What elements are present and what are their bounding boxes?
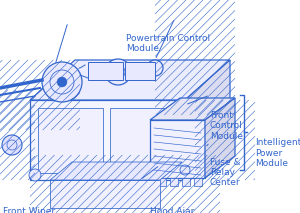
Bar bbox=[125, 62, 155, 80]
Circle shape bbox=[105, 59, 131, 85]
Polygon shape bbox=[50, 162, 182, 180]
Bar bbox=[88, 62, 123, 80]
Text: Powertrain Control
Module: Powertrain Control Module bbox=[126, 34, 210, 53]
Circle shape bbox=[180, 165, 190, 175]
Circle shape bbox=[80, 165, 90, 175]
Text: Front Wiper
Motor
Connector: Front Wiper Motor Connector bbox=[3, 207, 55, 213]
Circle shape bbox=[42, 62, 82, 102]
Polygon shape bbox=[205, 98, 235, 178]
Circle shape bbox=[57, 77, 67, 87]
Circle shape bbox=[29, 169, 41, 181]
Circle shape bbox=[147, 60, 163, 76]
Bar bbox=[110, 108, 178, 173]
Bar bbox=[30, 100, 185, 180]
Bar bbox=[170, 178, 178, 186]
Polygon shape bbox=[30, 60, 230, 100]
Bar bbox=[150, 120, 205, 178]
Bar bbox=[38, 108, 103, 173]
Circle shape bbox=[2, 135, 22, 155]
Bar bbox=[158, 178, 166, 186]
Bar bbox=[182, 178, 190, 186]
Text: Front
Control
Module: Front Control Module bbox=[210, 111, 243, 141]
Text: Hood Ajar
Switch: Hood Ajar Switch bbox=[150, 207, 194, 213]
Text: Fuse &
Relay
Center: Fuse & Relay Center bbox=[210, 158, 241, 187]
Text: Intelligent
Power
Module: Intelligent Power Module bbox=[255, 138, 300, 168]
Bar bbox=[50, 180, 160, 208]
Polygon shape bbox=[150, 98, 235, 120]
Bar bbox=[194, 178, 202, 186]
Polygon shape bbox=[185, 60, 230, 180]
